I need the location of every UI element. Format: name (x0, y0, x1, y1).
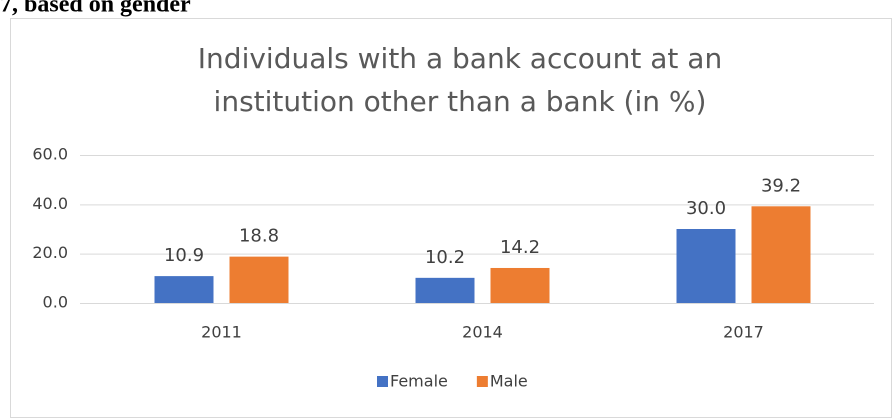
y-tick-label: 40.0 (32, 194, 68, 213)
y-tick-label: 20.0 (32, 243, 68, 262)
chart-frame (10, 18, 892, 418)
chart-title: institution other than a bank (in %) (214, 85, 707, 118)
bar (229, 256, 289, 303)
x-tick-label: 2011 (201, 323, 242, 342)
x-tick-label: 2017 (723, 323, 764, 342)
bar (751, 206, 811, 303)
data-label: 10.2 (425, 247, 465, 268)
chart-title: Individuals with a bank account at an (198, 42, 722, 75)
data-label: 39.2 (761, 175, 801, 196)
bar (415, 277, 475, 303)
legend-swatch (476, 376, 488, 387)
data-label: 14.2 (500, 237, 540, 258)
x-tick-label: 2014 (462, 323, 503, 342)
y-tick-label: 0.0 (43, 293, 68, 312)
legend-swatch (377, 376, 388, 387)
y-tick-label: 60.0 (32, 145, 68, 164)
data-label: 18.8 (239, 226, 279, 247)
legend-label: Female (390, 372, 448, 391)
caption: 7, based on gender (0, 0, 191, 18)
bar (154, 276, 214, 303)
data-label: 10.9 (164, 245, 204, 266)
data-label: 30.0 (686, 198, 726, 219)
bar (490, 267, 550, 303)
bar (676, 229, 736, 303)
legend-label: Male (490, 372, 528, 391)
